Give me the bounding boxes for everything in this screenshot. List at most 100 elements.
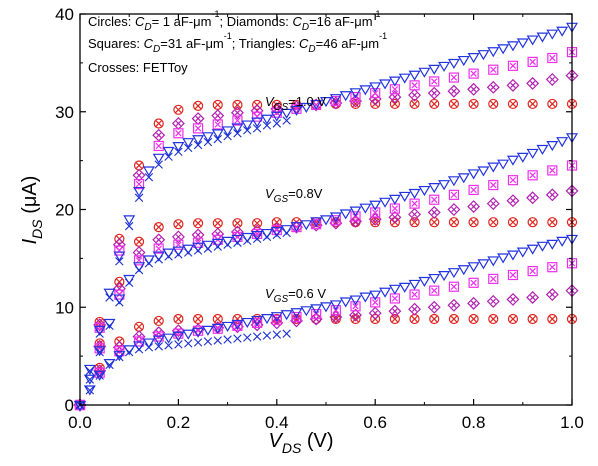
series-squares-point (488, 179, 499, 191)
series-diamonds-point (506, 292, 520, 306)
series-crosses-point (184, 339, 193, 348)
series-triangles-point (172, 331, 185, 342)
series-crosses-point (115, 257, 124, 266)
series-circles-point (488, 313, 499, 325)
series-squares-point (232, 320, 243, 331)
series-diamonds-point (230, 106, 244, 120)
series-triangles-point (438, 61, 451, 72)
series-circles-point (429, 313, 440, 325)
series-triangles-point (93, 370, 106, 381)
series-triangles-point (201, 325, 214, 336)
series-triangles-point (182, 329, 195, 340)
legend-text-line: Squares: CD=31 aF-μm-1; Triangles: CD=46… (88, 31, 387, 55)
series-triangles-point (379, 79, 392, 90)
series-diamonds-point (447, 298, 461, 312)
series-triangles-point (192, 135, 205, 146)
series-circles-point (232, 218, 243, 229)
series-diamonds-point (486, 294, 500, 308)
x-axis-title: VDS (V) (268, 430, 333, 456)
series-crosses-point (252, 332, 262, 341)
legend-text-fragment: C (135, 14, 145, 29)
series-triangles-point (162, 333, 175, 344)
series-diamonds-point (408, 302, 422, 316)
series-triangles-point (516, 247, 529, 258)
series-triangles-point (506, 41, 519, 52)
series-triangles-point (83, 385, 96, 396)
series-crosses-point (252, 124, 262, 133)
series-triangles-point (319, 302, 333, 313)
series-triangles-point (408, 279, 421, 290)
series-triangles-point (497, 159, 510, 170)
series-triangles-point (516, 152, 529, 163)
series-crosses-point (272, 230, 282, 240)
series-crosses-point (223, 335, 232, 344)
series-triangles-point (546, 141, 559, 152)
series-triangles-point (428, 273, 441, 285)
series-squares-point (488, 273, 499, 285)
series-circles-point (468, 98, 479, 110)
series-crosses-point (213, 242, 222, 251)
gate-voltage-label: VGS=1.0 V (265, 94, 326, 113)
series-triangles-point (457, 265, 470, 276)
series-crosses-point (203, 337, 213, 346)
series-triangles-point (536, 32, 549, 43)
series-diamonds-point (447, 84, 461, 98)
series-squares-point (507, 175, 519, 186)
y-tick-label: 40 (55, 5, 74, 24)
legend-text-fragment: D (153, 44, 160, 55)
series-crosses-point (124, 221, 134, 231)
series-squares-point (133, 255, 145, 266)
gate-label-main: V (265, 286, 275, 301)
series-triangles-point (398, 282, 411, 293)
series-diamonds-point (349, 308, 362, 322)
series-crosses-point (184, 248, 193, 257)
series-triangles-point (310, 99, 323, 111)
series-diamonds-point (467, 82, 481, 96)
series-diamonds-point (427, 205, 441, 219)
legend-text-fragment: =31 aF-μm (160, 36, 223, 51)
series-diamonds-point (388, 304, 402, 318)
legend-text-fragment: = 1 aF-μm (152, 14, 212, 29)
series-crosses-point (95, 348, 104, 357)
series-triangles-point (133, 186, 146, 198)
series-circles-point (252, 218, 263, 229)
series-triangles-point (113, 351, 126, 362)
series-crosses-point (154, 160, 163, 169)
series-crosses-point (154, 255, 163, 264)
series-diamonds-point (545, 188, 559, 202)
series-triangles-point (497, 253, 510, 264)
series-triangles-point (467, 53, 480, 64)
series-triangles-point (487, 162, 500, 173)
series-squares-point (507, 60, 519, 71)
series-squares-point (153, 140, 164, 152)
series-circles-point (468, 313, 479, 325)
series-triangles-point (290, 308, 303, 319)
series-triangles-point (310, 304, 323, 315)
series-crosses-point (223, 240, 232, 249)
series-triangles-point (260, 114, 273, 125)
series-squares-point (547, 262, 558, 273)
series-crosses-point (282, 329, 291, 338)
legend-text-fragment: =46 aF-μm (316, 36, 379, 51)
gate-label-main: V (265, 94, 275, 109)
series-triangles-point (241, 120, 254, 131)
series-diamonds-point (132, 246, 146, 259)
series-triangles-point (270, 312, 283, 323)
series-crosses-point (134, 193, 144, 202)
series-crosses-point (85, 386, 95, 395)
legend-text-line: Crosses: FETToy (88, 60, 188, 75)
series-triangles-point (221, 321, 234, 332)
series-triangles-point (152, 153, 165, 164)
series-triangles-point (546, 239, 559, 250)
series-squares-point (192, 123, 204, 134)
series-circles-point (547, 98, 558, 110)
series-crosses-point (174, 340, 183, 349)
series-squares-point (448, 189, 460, 200)
gate-label-sub: GS (274, 194, 289, 205)
series-diamonds-point (152, 128, 166, 142)
series-diamonds-point (526, 76, 540, 90)
series-crosses-point (164, 152, 173, 161)
series-triangles-point (369, 200, 382, 211)
series-circles-point (488, 217, 499, 228)
